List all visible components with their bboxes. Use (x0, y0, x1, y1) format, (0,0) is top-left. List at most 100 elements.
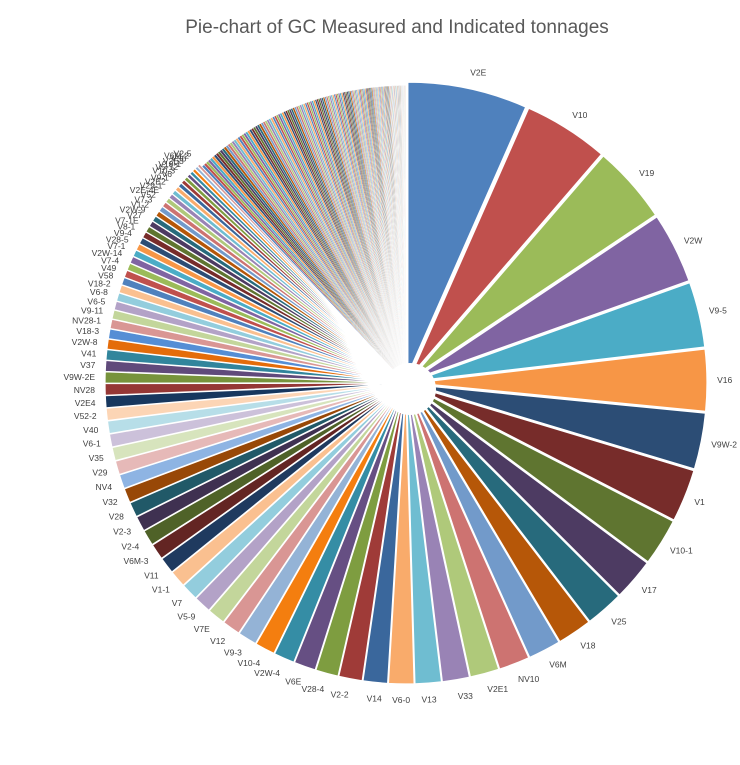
slice-label: V7-3 (134, 194, 152, 204)
slice-label: V2-2 (331, 690, 349, 700)
slice-label: V18 (580, 641, 595, 651)
slice-label: V2W (684, 236, 702, 246)
slice-label: V58 (98, 271, 113, 281)
pie-slice-v9w-2 (414, 384, 707, 470)
slice-label: V2W-4 (254, 668, 280, 678)
pie-slice-v2-5 (196, 163, 401, 377)
slice-label: V6M-3 (123, 556, 148, 566)
pie-slice-v13 (406, 391, 443, 685)
slice-label: V27 (127, 210, 142, 220)
slice-label: V9-1 (151, 173, 169, 183)
slice-label: V11 (144, 570, 159, 580)
pie-slice-v10-1 (413, 387, 675, 563)
pie-slice-v18 (410, 390, 590, 643)
slice-label: V6M-2 (164, 151, 189, 161)
slice-label: V9-5 (709, 306, 727, 316)
slice-label: V37 (80, 360, 95, 370)
slice-label: NV4 (96, 482, 113, 492)
slice-label: V36 (171, 153, 186, 163)
slice-label: V6E (285, 677, 301, 687)
slice-label: NV28-1 (72, 316, 101, 326)
slice-label: V41 (81, 348, 96, 358)
pie-slice-v14 (362, 391, 406, 685)
slice-label: V2-5 (174, 148, 192, 158)
slice-label: V10-1 (670, 546, 693, 556)
pie-slice-v19 (412, 155, 657, 378)
slice-label: V6-5 (87, 296, 105, 306)
pie-slice-v6m (409, 390, 560, 659)
pie-slice-v28-4 (315, 391, 405, 677)
slice-label: V17 (642, 585, 657, 595)
slice-label: V2-3 (113, 527, 131, 537)
pie-slice-v2w (413, 215, 690, 380)
slice-label: V2-4 (121, 541, 139, 551)
slice-label: V7-1E (115, 216, 139, 226)
slice-label: V2E3 (163, 156, 184, 166)
slice-label: V7E (194, 624, 210, 634)
pie-slice-v9-5 (414, 281, 706, 382)
slice-label: V28-4 (302, 684, 325, 694)
pie-slice-v2w-4 (273, 390, 403, 664)
slice-label: V1 (694, 497, 705, 507)
slice-label: V33 (458, 691, 473, 701)
slice-label: V9W-2E (64, 372, 96, 382)
slice-label: V49 (101, 263, 116, 273)
slice-label: V5-12 (155, 162, 178, 172)
slice-label: V10-4 (238, 658, 261, 668)
slice-label: V7 (172, 598, 183, 608)
pie-slice-v16 (414, 348, 708, 413)
chart-title: Pie-chart of GC Measured and Indicated t… (185, 17, 609, 38)
pie-slices (104, 81, 708, 685)
slice-label: V8-1 (117, 222, 135, 232)
slice-label: V6-1 (83, 439, 101, 449)
slice-label: NV10 (518, 674, 540, 684)
slice-label: V6 (162, 169, 173, 179)
slice-label: V16 (717, 375, 732, 385)
slice-label: V29-1 (140, 181, 163, 191)
pie-center (384, 363, 436, 415)
slice-label: V1-2 (131, 199, 149, 209)
slice-label: V19 (639, 168, 654, 178)
pie-slice-v10-4 (255, 390, 403, 655)
slice-label: V1-1 (152, 585, 170, 595)
slice-label: V10-3 (152, 165, 175, 175)
slice-label: V2W-8 (72, 337, 98, 347)
slice-label: V40 (83, 425, 98, 435)
slice-label: V18-1 (158, 159, 181, 169)
slice-labels: V2E V10 V19 V2W V9-5 V16 V9W-2 V1 V10-1 V17 V25 V18… (64, 68, 738, 706)
slice-label: V32 (102, 497, 117, 507)
slice-label: V14 (367, 694, 382, 704)
pie-slice-nv10 (408, 391, 530, 670)
slice-label: V6-0 (392, 695, 410, 705)
pie-slice-v6e (293, 391, 404, 671)
slice-label: V5-9 (177, 612, 195, 622)
pie-slice-v6-0 (387, 391, 415, 685)
slice-label: V52 (141, 190, 156, 200)
slice-label: V9W-2 (711, 440, 737, 450)
slice-label: V7-1 (107, 241, 125, 251)
slice-label: V9-3 (224, 648, 242, 658)
slice-label: V9-4 (114, 228, 132, 238)
slice-label: V2W-9 (120, 205, 146, 215)
slice-label: V28 (109, 512, 124, 522)
pie-slice-v2e (407, 81, 527, 375)
pie-slice-v2e1 (407, 391, 500, 678)
slice-label: V12 (210, 636, 225, 646)
slice-label: V2E2 (145, 177, 166, 187)
slice-label: V10 (572, 110, 587, 120)
slice-label: V6-8 (90, 287, 108, 297)
pie-slice-v2-2 (338, 391, 405, 682)
slice-label: V9-11 (81, 306, 103, 316)
slice-label: V2W-14 (92, 248, 123, 258)
pie-slice-v33 (406, 391, 471, 683)
slice-label: V18-3 (76, 326, 99, 336)
slice-label: V13 (421, 694, 436, 704)
pie-slice-v17 (412, 388, 649, 596)
slice-label: V7-4 (101, 255, 119, 265)
pie-slice-v1 (414, 385, 695, 521)
slice-label: V28-5 (106, 234, 129, 244)
pie-slice-v10 (410, 107, 603, 376)
slice-label: V2E-4E (130, 185, 160, 195)
slice-label: V2E1 (487, 684, 508, 694)
